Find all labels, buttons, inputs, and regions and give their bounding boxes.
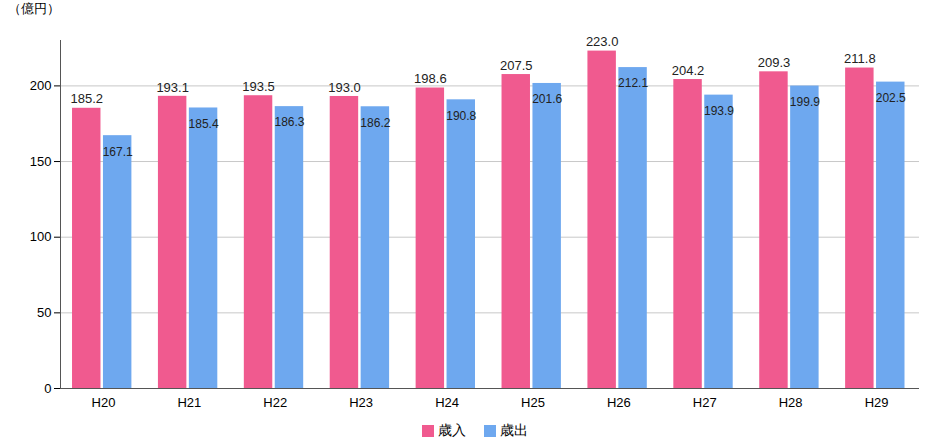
- svg-text:H26: H26: [607, 395, 631, 410]
- svg-text:204.2: 204.2: [672, 63, 705, 78]
- svg-text:202.5: 202.5: [876, 91, 906, 105]
- svg-text:185.4: 185.4: [189, 117, 219, 131]
- svg-text:199.9: 199.9: [790, 95, 820, 109]
- svg-text:200: 200: [30, 78, 52, 93]
- svg-text:100: 100: [30, 229, 52, 244]
- svg-text:190.8: 190.8: [446, 109, 476, 123]
- svg-text:198.6: 198.6: [414, 71, 447, 86]
- svg-text:211.8: 211.8: [844, 51, 876, 66]
- svg-text:H21: H21: [177, 395, 201, 410]
- svg-text:0: 0: [44, 381, 51, 396]
- svg-text:201.6: 201.6: [532, 92, 562, 106]
- svg-text:H20: H20: [92, 395, 116, 410]
- svg-text:223.0: 223.0: [586, 34, 619, 49]
- svg-text:186.3: 186.3: [274, 115, 304, 129]
- svg-text:167.1: 167.1: [103, 145, 133, 159]
- svg-text:207.5: 207.5: [500, 58, 533, 73]
- svg-text:H25: H25: [521, 395, 545, 410]
- svg-text:H22: H22: [263, 395, 287, 410]
- html-text:（億円）: （億円）: [8, 1, 60, 16]
- svg-text:H29: H29: [865, 395, 889, 410]
- html-text:歳入: 歳入: [437, 422, 466, 438]
- svg-text:H28: H28: [779, 395, 803, 410]
- svg-text:50: 50: [37, 305, 51, 320]
- svg-text:185.2: 185.2: [70, 91, 103, 106]
- html-text:歳出: 歳出: [499, 422, 528, 438]
- svg-text:H27: H27: [693, 395, 717, 410]
- svg-text:H23: H23: [349, 395, 373, 410]
- svg-text:150: 150: [30, 154, 52, 169]
- svg-text:193.1: 193.1: [156, 79, 189, 94]
- svg-text:193.9: 193.9: [704, 104, 734, 118]
- svg-text:212.1: 212.1: [618, 76, 648, 90]
- svg-text:H24: H24: [435, 395, 459, 410]
- svg-text:193.5: 193.5: [242, 79, 275, 94]
- svg-text:186.2: 186.2: [360, 116, 390, 130]
- svg-text:209.3: 209.3: [758, 55, 791, 70]
- svg-text:193.0: 193.0: [328, 80, 361, 95]
